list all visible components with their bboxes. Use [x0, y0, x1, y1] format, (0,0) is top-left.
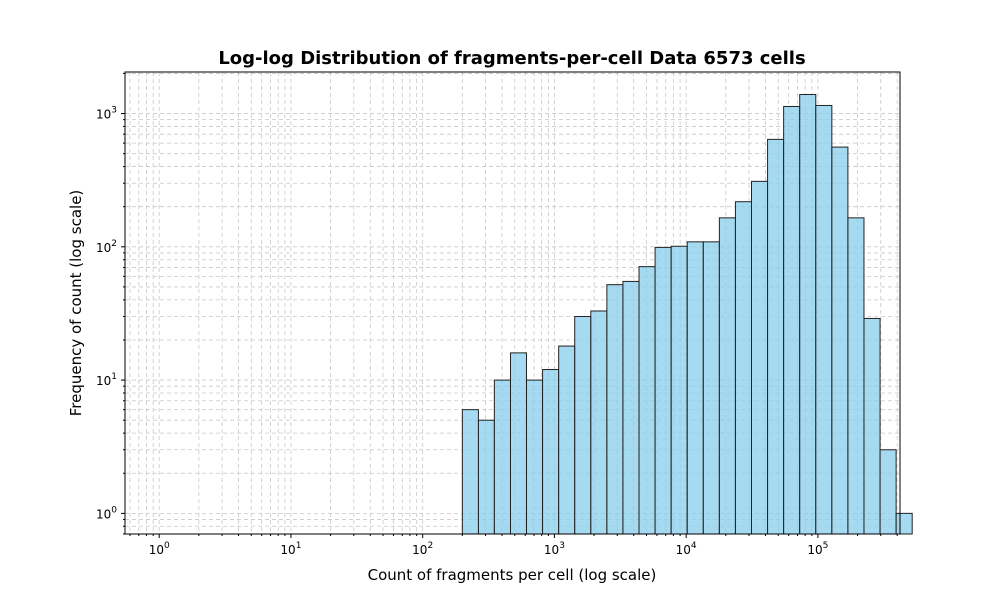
x-tick-label-3: 103: [544, 541, 565, 557]
histogram-bar-14: [686, 241, 704, 535]
y-tick-label-2: 102: [96, 239, 117, 255]
histogram-bar-24: [847, 217, 865, 535]
y-tick-label-0: 100: [96, 505, 117, 521]
y-tick-label-1: 101: [96, 372, 117, 388]
histogram-bar-11: [638, 266, 656, 535]
histogram-bar-19: [767, 138, 785, 535]
histogram-bar-15: [702, 241, 720, 535]
histogram-bar-20: [783, 105, 801, 535]
histogram-bar-25: [863, 317, 881, 535]
histogram-bars: [461, 93, 913, 535]
histogram-bar-6: [558, 345, 576, 535]
plot-frame: [124, 71, 901, 535]
histogram-bar-17: [734, 201, 752, 535]
chart-title: Log-log Distribution of fragments-per-ce…: [218, 48, 805, 69]
histogram-bar-3: [509, 352, 528, 535]
x-tick-label-1: 101: [280, 541, 301, 557]
histogram-bar-12: [654, 246, 672, 535]
x-tick-label-0: 100: [149, 541, 170, 557]
x-tick-label-5: 105: [807, 541, 828, 557]
histogram-bar-22: [815, 104, 833, 535]
y-axis-tick-labels: 100 101 102 103: [96, 106, 117, 522]
histogram-bar-13: [670, 245, 688, 535]
histogram-bar-10: [622, 280, 640, 535]
histogram-bar-1: [477, 419, 495, 535]
histogram-bar-7: [574, 316, 592, 535]
x-tick-label-4: 104: [676, 541, 697, 557]
histogram-bar-16: [718, 217, 736, 535]
histogram-bar-2: [493, 379, 511, 535]
histogram-bar-27: [895, 512, 913, 535]
x-axis-tick-labels: 100 101 102 103 104 105: [149, 541, 829, 557]
y-axis-label: Frequency of count (log scale): [67, 190, 85, 417]
histogram-bar-4: [526, 379, 544, 535]
axis-ticks: [121, 72, 898, 538]
histogram-bar-18: [750, 180, 769, 535]
histogram-bar-9: [606, 284, 624, 535]
histogram-bar-26: [879, 449, 897, 535]
x-axis-label: Count of fragments per cell (log scale): [368, 566, 657, 584]
histogram-bar-23: [831, 146, 849, 535]
histogram-bar-8: [590, 310, 608, 535]
x-tick-label-2: 102: [412, 541, 433, 557]
histogram-bar-0: [461, 409, 479, 535]
histogram-bar-5: [542, 369, 560, 535]
histogram-bar-21: [799, 93, 817, 535]
y-tick-label-3: 103: [96, 106, 117, 122]
